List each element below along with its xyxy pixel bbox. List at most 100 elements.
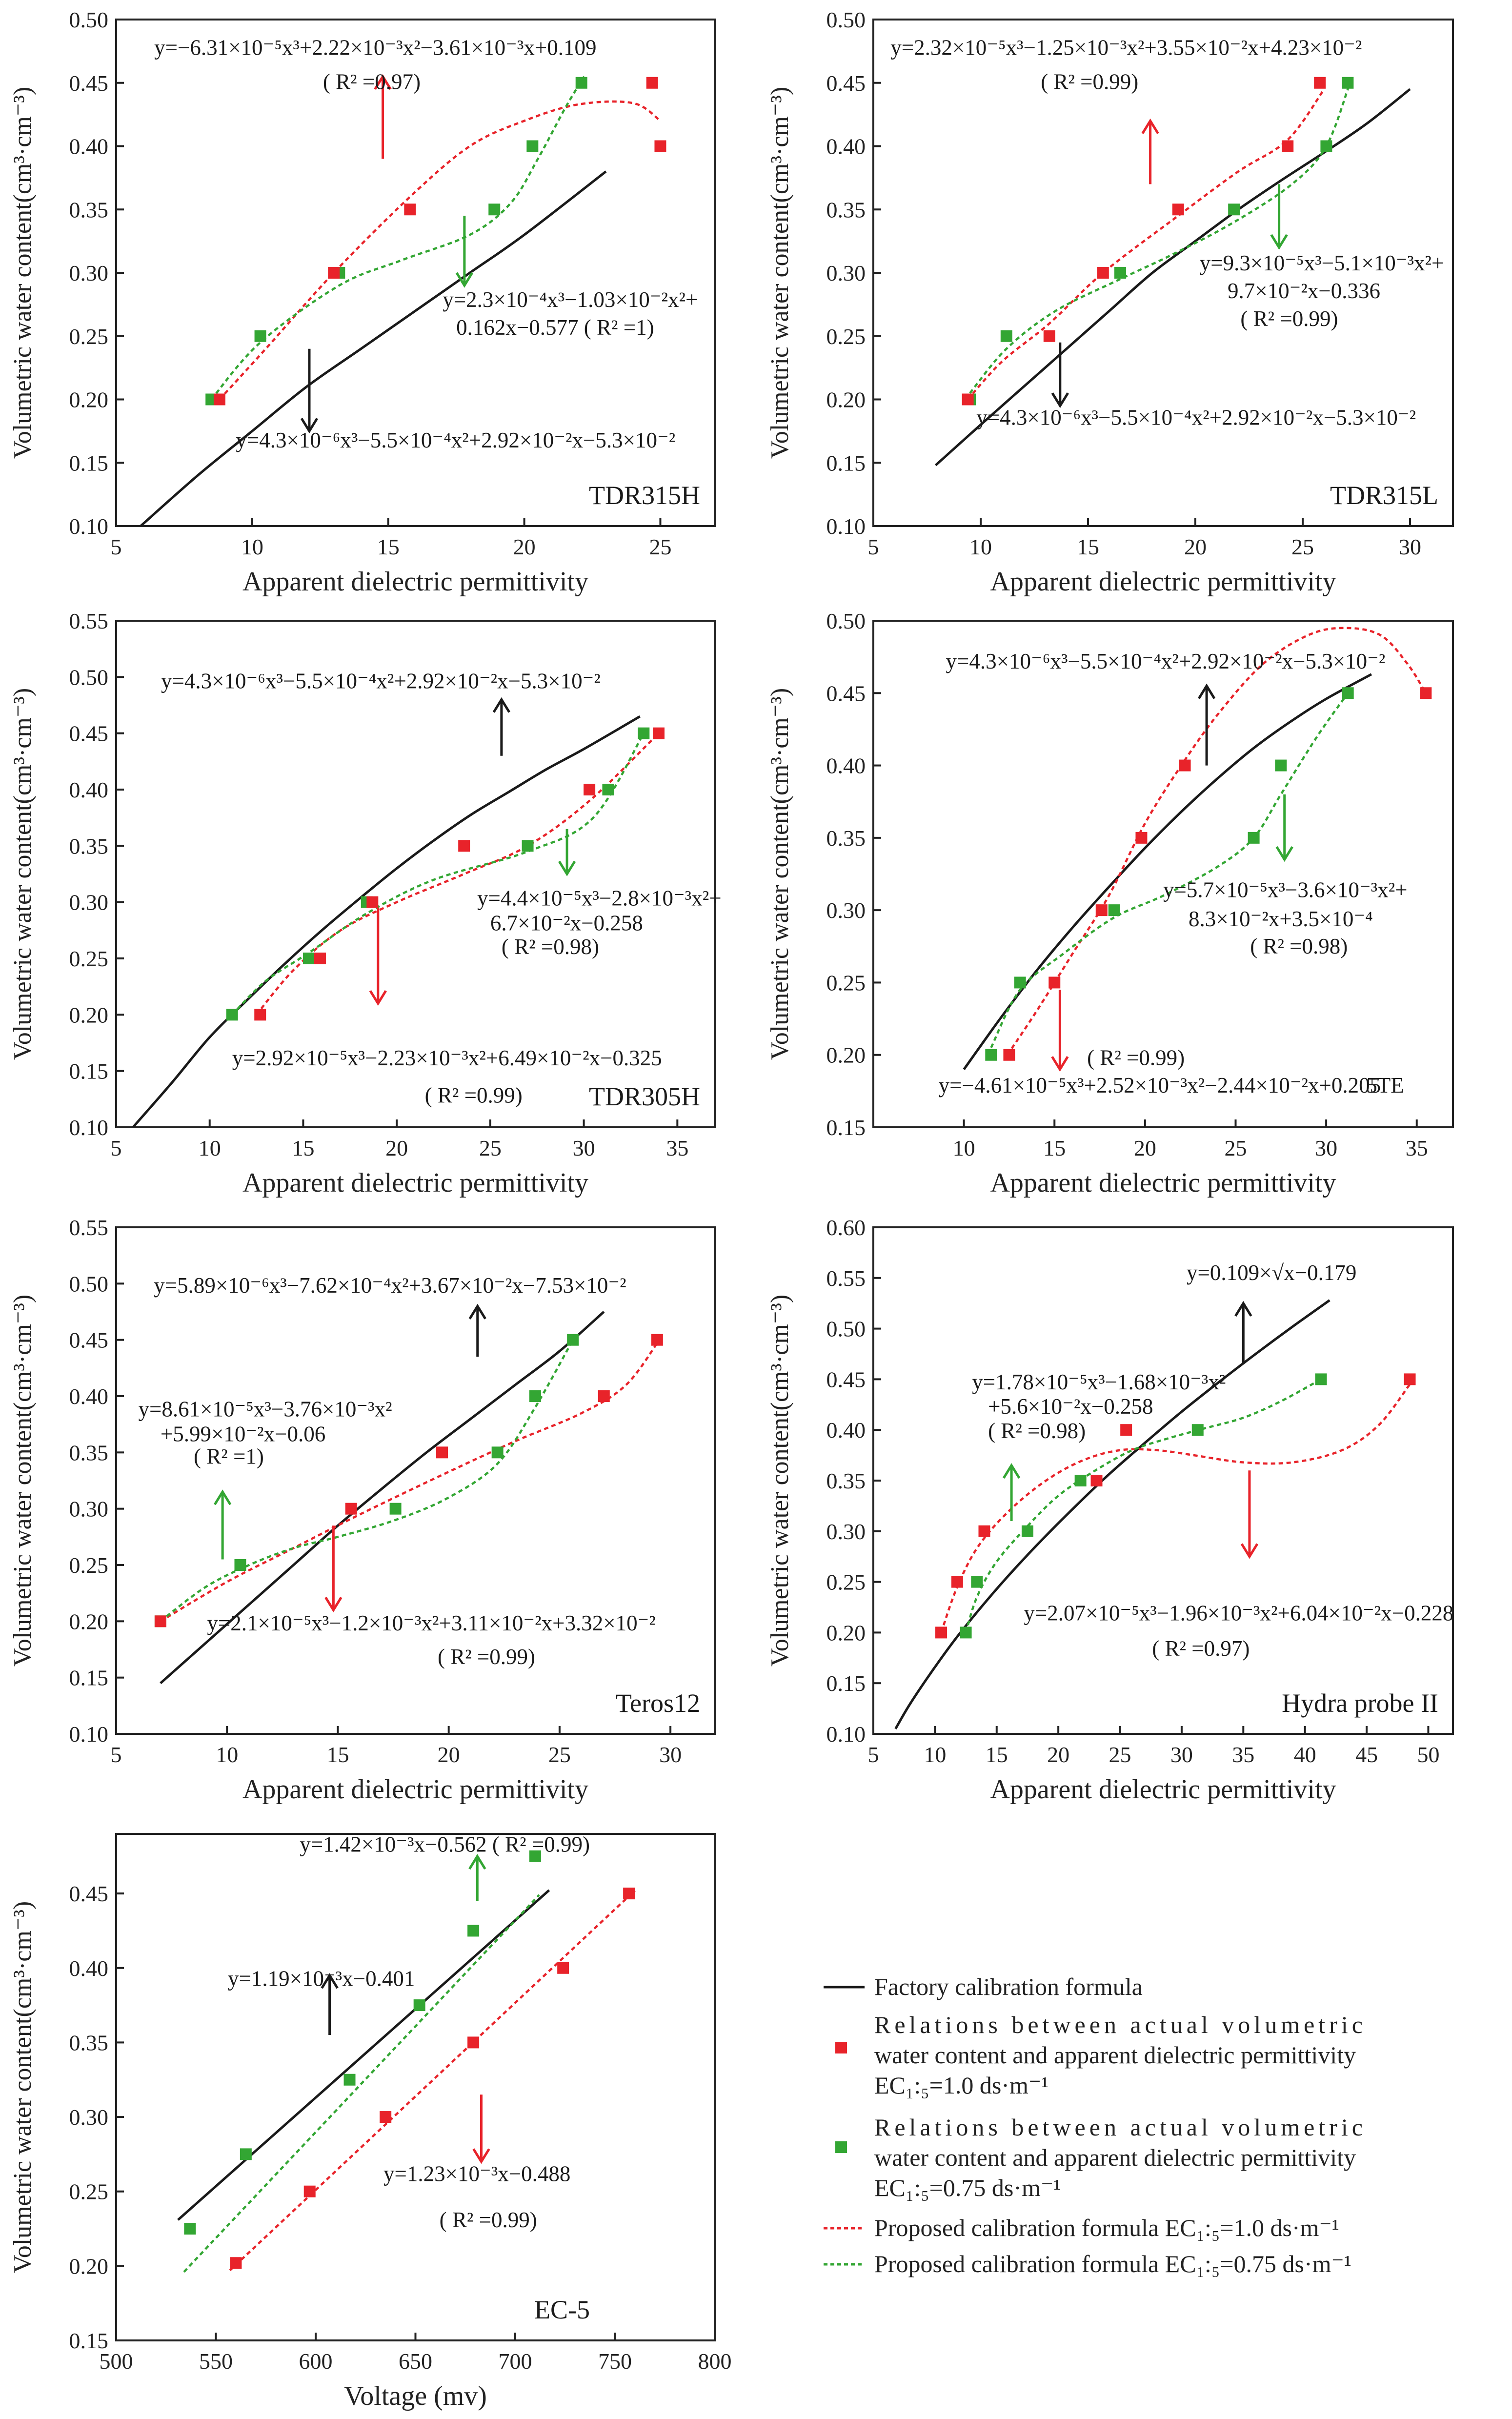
- x-tick-label: 15: [377, 534, 400, 559]
- y-tick-label: 0.50: [69, 7, 109, 32]
- y-tick-label: 0.30: [827, 1519, 866, 1544]
- red-point: [1135, 832, 1148, 844]
- red-point: [458, 840, 470, 852]
- legend-red-text-1: Relations between actual volumetric: [874, 2011, 1367, 2038]
- y-tick-label: 0.45: [69, 721, 109, 746]
- y-tick-label: 0.30: [69, 1497, 109, 1522]
- legend-red-text-3: EC₁:₅=1.0 ds·m⁻¹: [874, 2072, 1049, 2099]
- y-tick-label: 0.20: [69, 387, 109, 412]
- x-tick-label: 500: [100, 2349, 133, 2374]
- green-arrow-head: [214, 1489, 232, 1505]
- red-point: [1090, 1475, 1103, 1486]
- legend-red-curve: Proposed calibration formula EC₁:₅=1.0 d…: [820, 2213, 1503, 2247]
- legend-red-curve-label: Proposed calibration formula EC₁:₅=1.0 d…: [874, 2214, 1339, 2241]
- black-arrow-head: [300, 418, 319, 434]
- red-point: [345, 1503, 357, 1515]
- green-arrow-head: [1275, 846, 1293, 862]
- x-tick-label: 10: [199, 1136, 221, 1160]
- equation-label: y=2.07×10⁻⁵x³−1.96×10⁻³x²+6.04×10⁻²x−0.2…: [1024, 1601, 1453, 1625]
- y-tick-label: 0.20: [827, 387, 866, 412]
- y-tick-label: 0.15: [69, 1059, 109, 1084]
- y-tick-label: 0.25: [827, 1570, 866, 1595]
- equation-label: y=1.42×10⁻³x−0.562 ( R² =0.99): [300, 1832, 590, 1857]
- green-arrow-head: [1002, 1463, 1021, 1479]
- y-tick-label: 0.50: [827, 1317, 866, 1342]
- equation-label: y=4.3×10⁻⁶x³−5.5×10⁻⁴x²+2.92×10⁻²x−5.3×1…: [946, 649, 1386, 673]
- x-tick-label: 20: [1134, 1136, 1156, 1160]
- green-point: [529, 1390, 541, 1402]
- x-axis-label: Apparent dielectric permittivity: [990, 567, 1336, 597]
- y-tick-label: 0.30: [69, 890, 109, 915]
- equation-label: y=2.92×10⁻⁵x³−2.23×10⁻³x²+6.49×10⁻²x−0.3…: [232, 1046, 662, 1070]
- green-point: [1342, 77, 1354, 89]
- red-point: [1003, 1049, 1015, 1061]
- red-arrow-head: [1141, 118, 1159, 134]
- x-tick-label: 15: [326, 1742, 349, 1767]
- red-point: [1282, 140, 1294, 152]
- plot-frame: [872, 620, 1454, 1128]
- x-tick-label: 5: [111, 1742, 122, 1767]
- green-point: [638, 727, 650, 739]
- red-point: [154, 1615, 166, 1627]
- y-tick-label: 0.35: [69, 2030, 109, 2055]
- y-tick-label: 0.30: [69, 2105, 109, 2130]
- green-point: [184, 2223, 196, 2235]
- legend-green-text-3: EC₁:₅=0.75 ds·m⁻¹: [874, 2174, 1061, 2201]
- equation-label: ( R² =0.99): [1240, 306, 1338, 331]
- x-tick-label: 750: [598, 2349, 632, 2374]
- y-tick-label: 0.25: [69, 324, 109, 349]
- black-arrow-head: [468, 1303, 486, 1320]
- red-fit-curve: [1006, 627, 1427, 1056]
- y-tick-label: 0.50: [69, 665, 109, 690]
- red-arrow-head: [324, 1596, 343, 1613]
- plot-area: [177, 1850, 636, 2273]
- x-axis-label: Apparent dielectric permittivity: [242, 567, 588, 597]
- equation-label: y=0.109×√x−0.179: [1187, 1260, 1356, 1285]
- equation-label: y=5.7×10⁻⁵x³−3.6×10⁻³x²+: [1163, 877, 1408, 902]
- y-tick-label: 0.40: [827, 134, 866, 159]
- green-point: [567, 1334, 579, 1346]
- legend-factory-line: [824, 1986, 865, 1989]
- equation-label: y=2.1×10⁻⁵x³−1.2×10⁻³x²+3.11×10⁻²x+3.32×…: [207, 1611, 656, 1635]
- black-arrow-head: [321, 1973, 339, 1989]
- y-axis-label: Volumetric water content(cm³·cm⁻³): [9, 1295, 37, 1667]
- x-tick-label: 30: [1315, 1136, 1337, 1160]
- equation-label: ( R² =0.98): [988, 1419, 1086, 1443]
- y-tick-label: 0.10: [827, 1722, 866, 1747]
- red-point: [1420, 687, 1432, 699]
- equation-label: ( R² =0.97): [323, 70, 421, 94]
- x-axis-label: Apparent dielectric permittivity: [242, 1168, 588, 1198]
- equation-label: y=1.23×10⁻³x−0.488: [383, 2161, 570, 2186]
- y-tick-label: 0.50: [69, 1271, 109, 1296]
- black-arrow-head: [492, 697, 511, 713]
- equation-label: ( R² =0.99): [1041, 70, 1138, 94]
- equation-label: 0.162x−0.577 ( R² =1): [456, 315, 654, 340]
- equation-label: y=8.61×10⁻⁵x³−3.76×10⁻³x²: [138, 1397, 392, 1422]
- factory-curve: [140, 170, 607, 526]
- red-fit-curve: [219, 100, 661, 401]
- chart-title: TDR315H: [589, 481, 700, 510]
- y-tick-label: 0.20: [827, 1043, 866, 1068]
- equation-label: ( R² =1): [194, 1444, 264, 1468]
- red-fit-curve: [160, 1339, 661, 1623]
- x-tick-label: 20: [1047, 1742, 1069, 1767]
- plot-area: [963, 627, 1432, 1070]
- legend-red-text-2: water content and apparent dielectric pe…: [874, 2041, 1356, 2069]
- y-axis-label: Volumetric water content(cm³·cm⁻³): [766, 87, 794, 459]
- equation-label: y=1.78×10⁻⁵x³−1.68×10⁻³x²: [972, 1370, 1226, 1394]
- red-arrow-head: [1240, 1543, 1259, 1559]
- legend-green-curve: Proposed calibration formula EC₁:₅=0.75 …: [820, 2249, 1503, 2283]
- green-point: [526, 140, 539, 152]
- x-tick-label: 700: [499, 2349, 532, 2374]
- legend-red-curve-line: [824, 2227, 865, 2230]
- green-arrow-head: [468, 1854, 486, 1870]
- chart-title: EC-5: [534, 2295, 590, 2324]
- y-tick-label: 0.40: [69, 777, 109, 802]
- x-tick-label: 5: [868, 1742, 879, 1767]
- green-fit-curve: [990, 692, 1349, 1048]
- y-tick-label: 0.40: [827, 753, 866, 778]
- red-point: [213, 393, 225, 406]
- green-arrow-head: [1270, 234, 1288, 250]
- red-point: [654, 140, 666, 152]
- y-tick-label: 0.15: [69, 1666, 109, 1690]
